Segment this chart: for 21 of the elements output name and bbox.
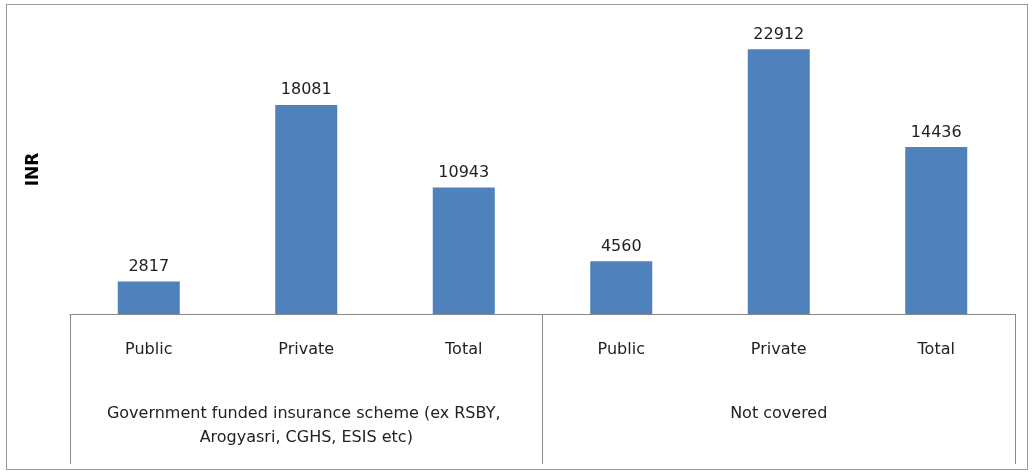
- data-label: 14436: [910, 121, 962, 141]
- x-tick-label: Public: [597, 338, 645, 358]
- bar: [747, 49, 810, 314]
- x-tick-label: Total: [444, 338, 483, 358]
- y-axis-title: INR: [21, 152, 42, 187]
- x-tick-label: Private: [278, 338, 335, 358]
- bar: [275, 104, 338, 314]
- bar: [432, 187, 495, 314]
- data-label: 18081: [280, 79, 332, 99]
- data-label: 2817: [128, 255, 170, 275]
- data-label: 4560: [600, 235, 642, 255]
- data-label: 10943: [438, 162, 490, 181]
- bar: [590, 261, 653, 314]
- text: Government funded insurance scheme (ex RSBY, Arogyasri, CGHS, ESIS etc): [106, 402, 506, 446]
- data-label: 22912: [753, 23, 805, 43]
- bar: [117, 281, 180, 314]
- x-tick-label: Public: [125, 338, 173, 358]
- x-tick-label: Private: [750, 338, 807, 358]
- text: Not covered: [730, 402, 828, 422]
- bar: [905, 147, 968, 314]
- x-tick-label: Total: [916, 338, 955, 358]
